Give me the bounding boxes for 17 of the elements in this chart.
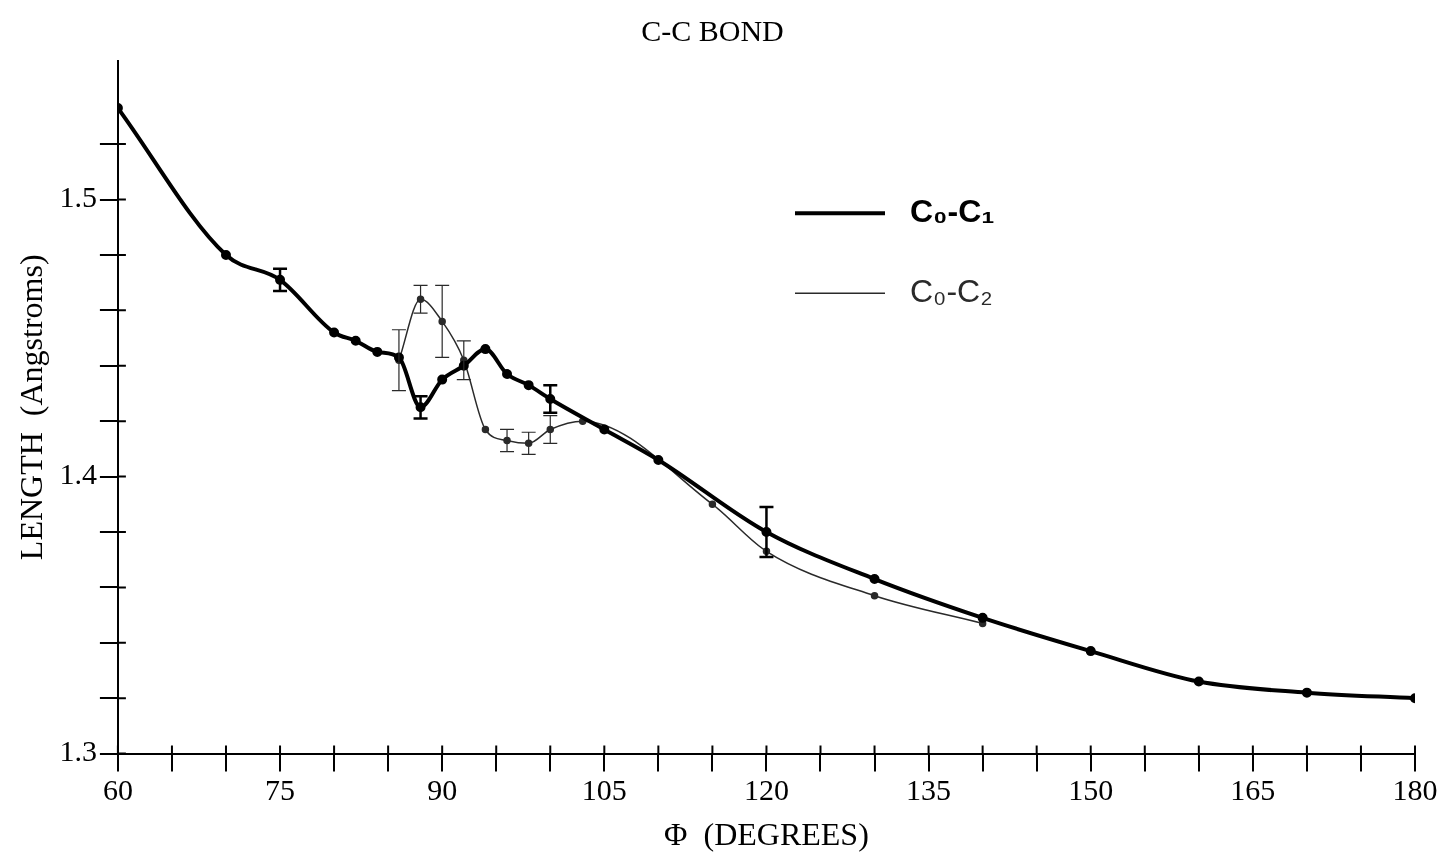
x-tick-label: 75 [265, 773, 296, 807]
x-tick-label: 120 [743, 773, 789, 807]
legend-label: C₀-C₂ [910, 273, 993, 310]
x-tick-label: 135 [906, 773, 952, 807]
legend-label: C₀-C₁ [910, 193, 995, 230]
x-tick-label: 180 [1392, 773, 1438, 807]
chart-title: C-C BOND [641, 13, 784, 47]
y-tick-label: 1.4 [59, 457, 97, 491]
x-axis-title: Φ (DEGREES) [664, 816, 869, 853]
x-tick-label: 165 [1230, 773, 1276, 807]
y-tick-label: 1.5 [59, 180, 97, 214]
x-tick-label: 150 [1068, 773, 1114, 807]
x-tick-label: 105 [581, 773, 627, 807]
x-tick-label: 60 [102, 773, 133, 807]
y-axis-title: LENGTH (Angstroms) [12, 254, 49, 561]
y-tick-label: 1.3 [59, 734, 97, 768]
x-tick-label: 90 [427, 773, 458, 807]
